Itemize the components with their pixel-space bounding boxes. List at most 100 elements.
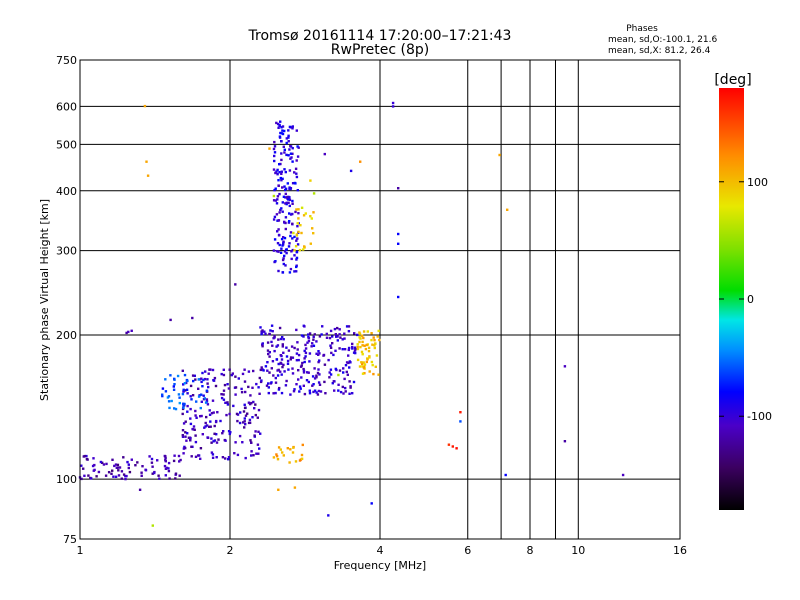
data-point <box>315 376 318 379</box>
data-point <box>339 390 343 394</box>
data-point <box>150 457 154 461</box>
data-point <box>283 254 286 258</box>
data-point <box>316 371 320 375</box>
data-point <box>324 392 327 395</box>
data-point <box>281 186 284 189</box>
data-point <box>286 362 290 365</box>
data-point <box>257 430 260 433</box>
data-point <box>305 379 309 382</box>
data-point <box>208 409 211 412</box>
data-point <box>161 393 164 396</box>
data-point <box>243 368 246 371</box>
data-point <box>193 428 196 431</box>
data-point <box>259 368 262 372</box>
data-point <box>173 378 176 381</box>
axis-ticks: 1 2 4 6 8 10 16 75 100 200 300 400 500 600 750 <box>56 54 687 557</box>
data-point <box>391 101 395 105</box>
data-point <box>234 283 237 286</box>
data-point <box>292 446 295 449</box>
data-point <box>247 401 251 404</box>
data-point <box>244 423 247 426</box>
data-point <box>164 474 167 477</box>
data-point <box>238 434 242 438</box>
data-point <box>317 353 320 356</box>
y-tick-label: 600 <box>56 100 77 113</box>
data-point <box>283 168 286 171</box>
data-point <box>241 441 244 444</box>
data-point <box>181 434 184 437</box>
data-point <box>318 335 322 338</box>
data-point <box>274 391 277 395</box>
data-point <box>283 185 286 188</box>
data-point <box>212 440 215 443</box>
data-point <box>275 358 278 361</box>
data-point <box>259 432 262 435</box>
data-point <box>191 427 194 431</box>
data-point <box>116 463 120 467</box>
data-point <box>286 359 290 363</box>
data-point <box>289 448 292 451</box>
data-point <box>279 131 282 135</box>
data-point <box>292 231 295 235</box>
data-point <box>295 233 299 236</box>
data-point <box>194 378 197 381</box>
data-point <box>397 242 400 245</box>
data-point <box>222 373 226 377</box>
data-point <box>206 382 209 385</box>
data-point <box>295 328 298 332</box>
data-point <box>279 370 282 373</box>
data-point <box>194 455 198 458</box>
data-point <box>182 388 185 391</box>
data-point <box>295 208 298 211</box>
data-point <box>370 332 373 335</box>
data-point <box>312 192 316 195</box>
data-point <box>361 365 364 368</box>
data-point <box>325 336 329 339</box>
data-point <box>329 329 333 333</box>
data-point <box>356 347 360 351</box>
data-point <box>364 347 368 351</box>
colorbar-tick-label: -100 <box>747 410 772 423</box>
data-point <box>282 236 285 239</box>
data-point <box>183 373 187 377</box>
data-point <box>282 257 285 260</box>
data-point <box>504 473 507 477</box>
data-point <box>302 367 305 371</box>
data-point <box>266 369 269 372</box>
data-point <box>293 249 296 252</box>
data-point <box>256 443 260 446</box>
data-point <box>189 438 192 442</box>
data-point <box>227 387 231 390</box>
data-point <box>311 384 314 387</box>
data-point <box>370 502 373 505</box>
data-point <box>301 443 304 447</box>
data-point <box>299 224 302 227</box>
data-point <box>295 265 298 269</box>
data-point <box>365 360 368 364</box>
data-point <box>295 175 299 179</box>
data-point <box>172 459 176 463</box>
data-point <box>293 346 296 350</box>
data-point <box>161 387 165 390</box>
chart-title: Tromsø 20161114 17:20:00–17:21:43 <box>248 28 512 44</box>
data-point <box>189 422 193 426</box>
data-point <box>312 335 315 339</box>
data-point <box>201 433 204 436</box>
data-point <box>153 471 156 475</box>
data-point <box>197 387 200 390</box>
x-tick-label: 2 <box>227 544 234 557</box>
data-point <box>117 469 120 472</box>
data-point <box>455 447 458 450</box>
data-point <box>351 347 354 350</box>
data-point <box>356 358 360 362</box>
data-point <box>293 486 297 489</box>
data-point <box>347 325 351 328</box>
data-point <box>264 332 267 335</box>
data-point <box>276 344 280 347</box>
data-point <box>338 369 342 372</box>
data-point <box>208 413 212 416</box>
data-point <box>377 373 380 376</box>
data-point <box>277 219 281 222</box>
data-point <box>356 333 359 337</box>
data-point <box>107 471 111 474</box>
